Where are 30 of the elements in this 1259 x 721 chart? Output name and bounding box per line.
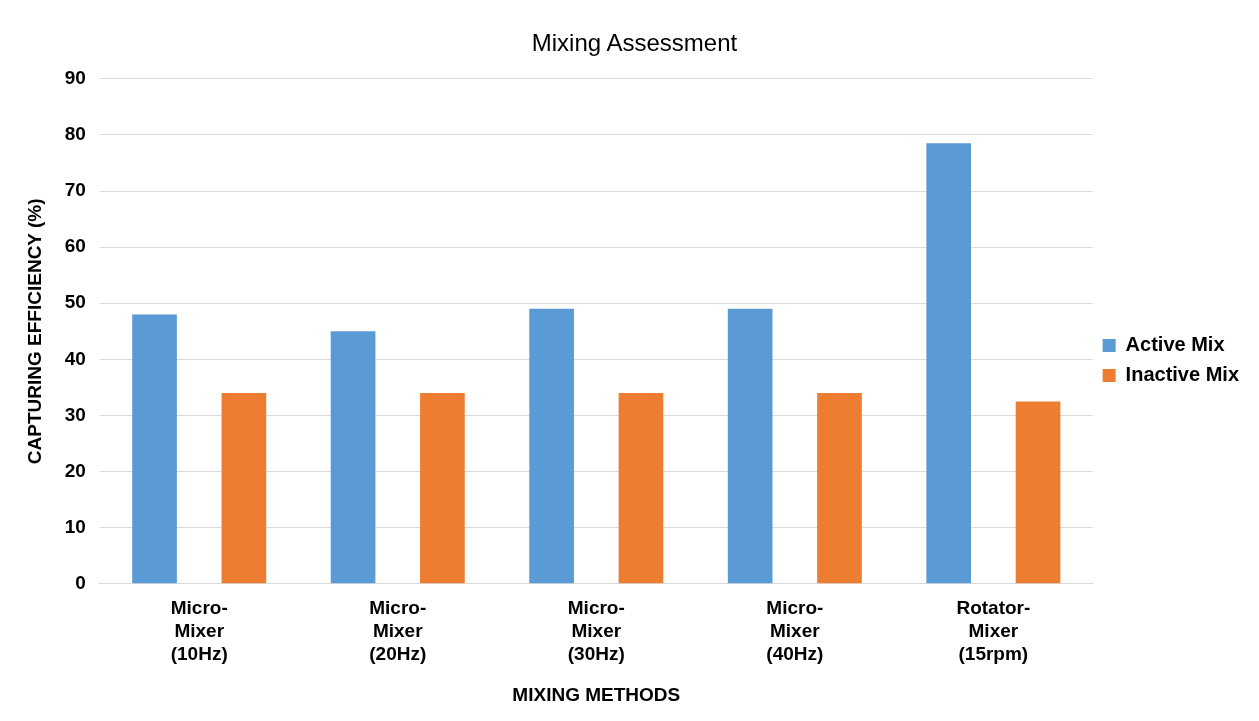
y-tick-label: 30 <box>64 403 86 425</box>
bar <box>618 393 664 584</box>
bar <box>727 308 773 584</box>
y-axis-title: CAPTURING EFFICIENCY (%) <box>23 198 45 465</box>
x-tick-label: Rotator- Mixer (15rpm) <box>956 597 1031 665</box>
y-tick-label: 70 <box>64 179 86 201</box>
bar <box>330 331 376 584</box>
y-tick-label: 20 <box>64 459 86 481</box>
bar <box>1015 401 1061 584</box>
y-tick-label: 60 <box>64 235 86 257</box>
bar <box>420 393 465 584</box>
bar <box>221 393 267 584</box>
x-tick-label: Micro- Mixer (30Hz) <box>567 597 625 665</box>
y-tick-label: 10 <box>64 515 86 537</box>
y-tick-label: 50 <box>64 291 86 313</box>
bar <box>817 393 862 584</box>
y-tick-label: 90 <box>64 67 86 89</box>
x-tick-label: Micro- Mixer (10Hz) <box>170 597 228 665</box>
chart-title: Mixing Assessment <box>531 29 738 57</box>
x-tick-label: Micro- Mixer (20Hz) <box>369 597 427 665</box>
bar <box>132 314 177 584</box>
x-tick-label: Micro- Mixer (40Hz) <box>766 597 824 665</box>
y-tick-label: 0 <box>75 572 86 594</box>
legend-label: Inactive Mix <box>1125 363 1240 386</box>
x-axis-title: MIXING METHODS <box>512 683 681 705</box>
legend-label: Active Mix <box>1125 333 1225 356</box>
y-tick-label: 80 <box>64 123 86 145</box>
y-tick-label: 40 <box>64 347 86 369</box>
bar <box>529 308 574 584</box>
bar <box>926 143 972 584</box>
